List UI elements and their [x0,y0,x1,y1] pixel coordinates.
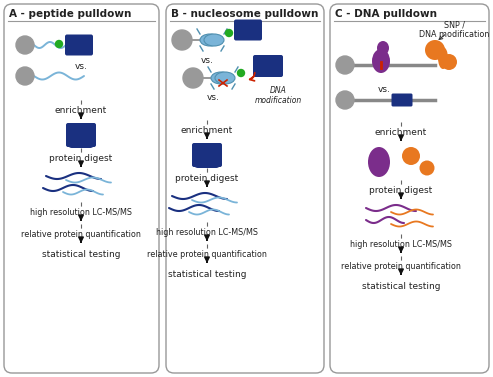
FancyBboxPatch shape [330,4,489,373]
Ellipse shape [211,72,231,84]
Text: vs.: vs. [201,56,213,65]
FancyBboxPatch shape [253,55,283,77]
Text: relative protein quantification: relative protein quantification [147,250,267,259]
Text: statistical testing: statistical testing [362,282,440,291]
Text: high resolution LC-MS/MS: high resolution LC-MS/MS [350,240,452,249]
Circle shape [16,36,34,54]
Ellipse shape [204,34,224,46]
Ellipse shape [441,54,457,70]
Text: vs.: vs. [74,62,87,71]
Ellipse shape [377,41,389,55]
Text: C - DNA pulldown: C - DNA pulldown [335,9,437,19]
Text: SNP /
DNA modification: SNP / DNA modification [419,20,489,40]
Text: statistical testing: statistical testing [42,250,120,259]
Text: vs.: vs. [378,85,390,94]
Text: enrichment: enrichment [375,128,427,137]
FancyBboxPatch shape [4,4,159,373]
FancyBboxPatch shape [66,123,96,147]
FancyBboxPatch shape [68,130,94,148]
Text: high resolution LC-MS/MS: high resolution LC-MS/MS [30,208,132,217]
Text: vs.: vs. [207,93,219,102]
Text: protein digest: protein digest [176,174,239,183]
FancyBboxPatch shape [391,93,413,106]
Circle shape [336,91,354,109]
Circle shape [56,40,63,48]
Text: relative protein quantification: relative protein quantification [21,230,141,239]
FancyArrowPatch shape [250,73,255,81]
Ellipse shape [402,147,420,165]
Ellipse shape [438,47,448,69]
FancyBboxPatch shape [194,150,220,168]
Ellipse shape [425,40,445,60]
Circle shape [225,29,233,37]
Text: relative protein quantification: relative protein quantification [341,262,461,271]
FancyBboxPatch shape [65,35,93,55]
FancyBboxPatch shape [166,4,324,373]
FancyBboxPatch shape [192,143,222,167]
Ellipse shape [200,34,220,46]
Text: high resolution LC-MS/MS: high resolution LC-MS/MS [156,228,258,237]
Text: DNA
modification: DNA modification [254,86,302,106]
Text: enrichment: enrichment [181,126,233,135]
Text: protein digest: protein digest [369,186,433,195]
Ellipse shape [368,147,390,177]
Text: A - peptide pulldown: A - peptide pulldown [9,9,131,19]
Circle shape [336,56,354,74]
Ellipse shape [215,72,235,84]
FancyBboxPatch shape [234,20,262,40]
Text: enrichment: enrichment [55,106,107,115]
Ellipse shape [372,49,390,73]
Text: statistical testing: statistical testing [168,270,246,279]
Circle shape [238,69,245,77]
Circle shape [172,30,192,50]
FancyArrowPatch shape [439,35,445,40]
Circle shape [183,68,203,88]
Text: B - nucleosome pulldown: B - nucleosome pulldown [171,9,318,19]
Text: protein digest: protein digest [49,154,112,163]
Ellipse shape [420,161,434,176]
Circle shape [16,67,34,85]
